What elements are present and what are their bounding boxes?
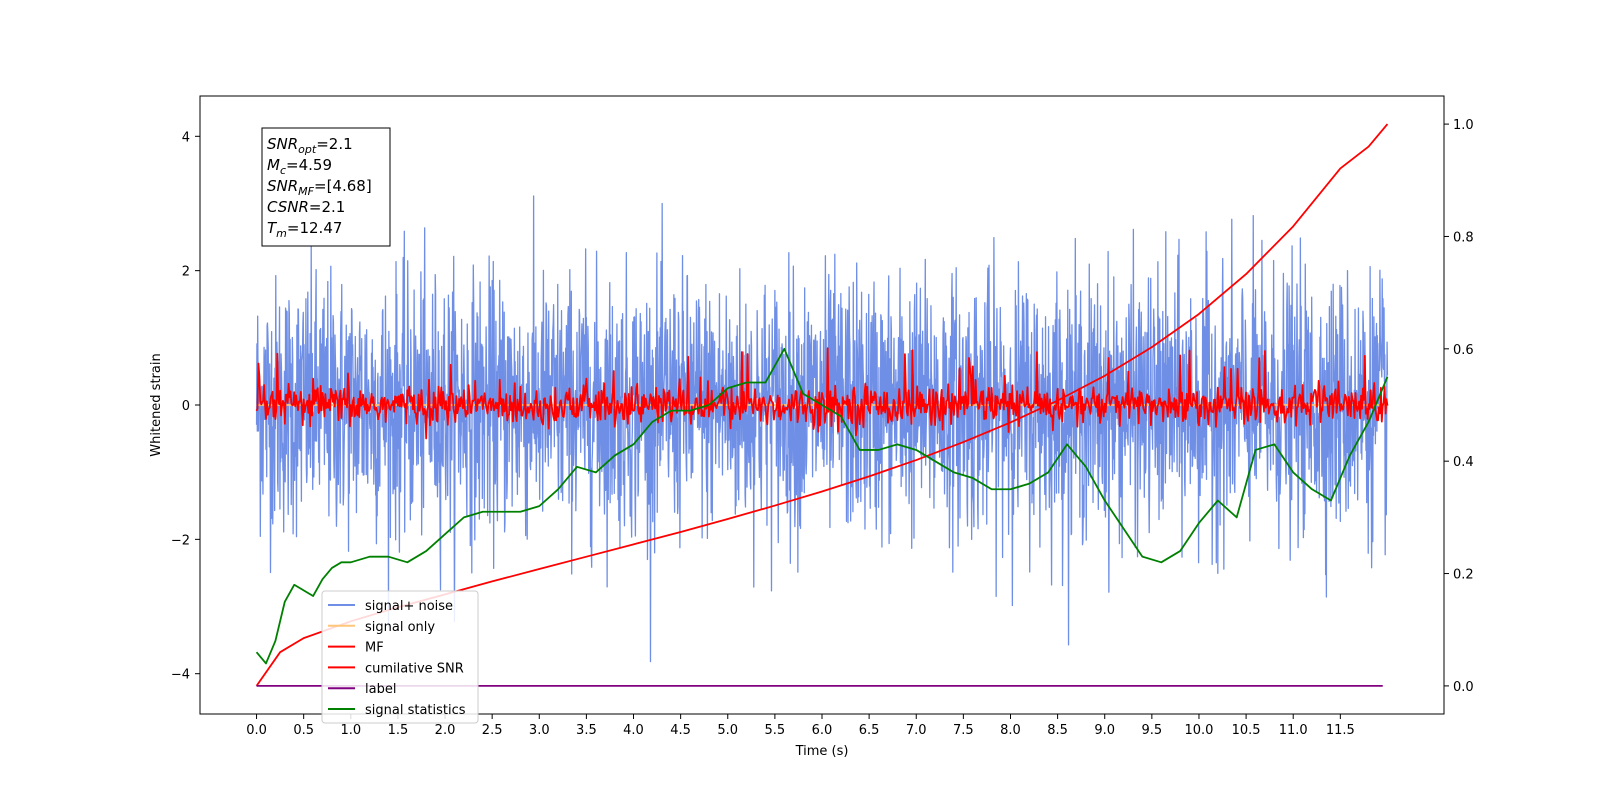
legend-label: MF <box>365 641 384 656</box>
series-line-signal-noise <box>255 195 1389 663</box>
x-tick-label: 11.0 <box>1279 723 1308 738</box>
x-tick-label: 7.0 <box>906 723 927 738</box>
y-axis-label: Whitened strain <box>149 353 164 456</box>
legend-label: cumilative SNR <box>365 661 464 676</box>
y-left-tick-label: −2 <box>171 533 190 548</box>
x-tick-label: 5.5 <box>765 723 786 738</box>
info-line: CSNR=2.1 <box>267 198 345 216</box>
legend-label: signal+ noise <box>365 599 453 614</box>
series-line-mf <box>255 347 1389 440</box>
x-tick-label: 5.0 <box>717 723 738 738</box>
y-right-tick-label: 0.8 <box>1453 230 1474 245</box>
x-tick-label: 9.0 <box>1094 723 1115 738</box>
y-right-tick-label: 0.6 <box>1453 343 1474 358</box>
info-line: SNRMF=[4.68] <box>267 177 372 198</box>
x-tick-label: 0.0 <box>246 723 267 738</box>
x-tick-label: 9.5 <box>1142 723 1163 738</box>
x-tick-label: 0.5 <box>293 723 314 738</box>
x-axis: 0.0 0.5 1.0 1.5 2.0 2.5 3.0 3.5 4.0 4.5 5.0 5.5 6.0 6… <box>246 714 1355 738</box>
info-line: Mc=4.59 <box>267 156 332 177</box>
x-tick-label: 8.0 <box>1000 723 1021 738</box>
y-right-tick-label: 1.0 <box>1453 118 1474 133</box>
x-tick-label: 11.5 <box>1326 723 1355 738</box>
y-axis-left: −4 −2 0 2 4 <box>171 130 200 683</box>
y-right-tick-label: 0.2 <box>1453 568 1474 583</box>
x-tick-label: 3.5 <box>576 723 597 738</box>
x-tick-label: 7.5 <box>953 723 974 738</box>
legend: signal+ noise signal only MF cumilative SNR… <box>321 590 479 724</box>
y-left-tick-label: 0 <box>182 399 190 414</box>
info-box-frame <box>261 127 391 247</box>
x-tick-label: 3.0 <box>529 723 550 738</box>
legend-label: label <box>365 682 396 697</box>
x-tick-label: 6.0 <box>812 723 833 738</box>
x-tick-label: 1.5 <box>388 723 409 738</box>
y-left-tick-label: 4 <box>182 130 190 145</box>
y-left-tick-label: 2 <box>182 265 190 280</box>
y-axis-right: 0.0 0.2 0.4 0.6 0.8 1.0 <box>1444 118 1474 695</box>
legend-label: signal statistics <box>365 703 466 718</box>
info-line: Tm=12.47 <box>267 219 342 240</box>
x-axis-label: Time (s) <box>795 744 849 759</box>
y-right-tick-label: 0.4 <box>1453 455 1474 470</box>
x-tick-label: 10.5 <box>1232 723 1261 738</box>
info-line: SNRopt=2.1 <box>267 135 353 156</box>
y-right-tick-label: 0.0 <box>1453 680 1474 695</box>
x-tick-label: 1.0 <box>340 723 361 738</box>
y-left-tick-label: −4 <box>171 668 190 683</box>
series-line-signal-statistics <box>255 347 1389 665</box>
x-tick-label: 6.5 <box>859 723 880 738</box>
x-tick-label: 4.5 <box>670 723 691 738</box>
x-tick-label: 8.5 <box>1047 723 1068 738</box>
x-tick-label: 2.0 <box>435 723 456 738</box>
x-tick-label: 4.0 <box>623 723 644 738</box>
x-tick-label: 10.0 <box>1184 723 1213 738</box>
legend-label: signal only <box>365 620 435 635</box>
legend-frame <box>321 590 479 724</box>
x-tick-label: 2.5 <box>482 723 503 738</box>
